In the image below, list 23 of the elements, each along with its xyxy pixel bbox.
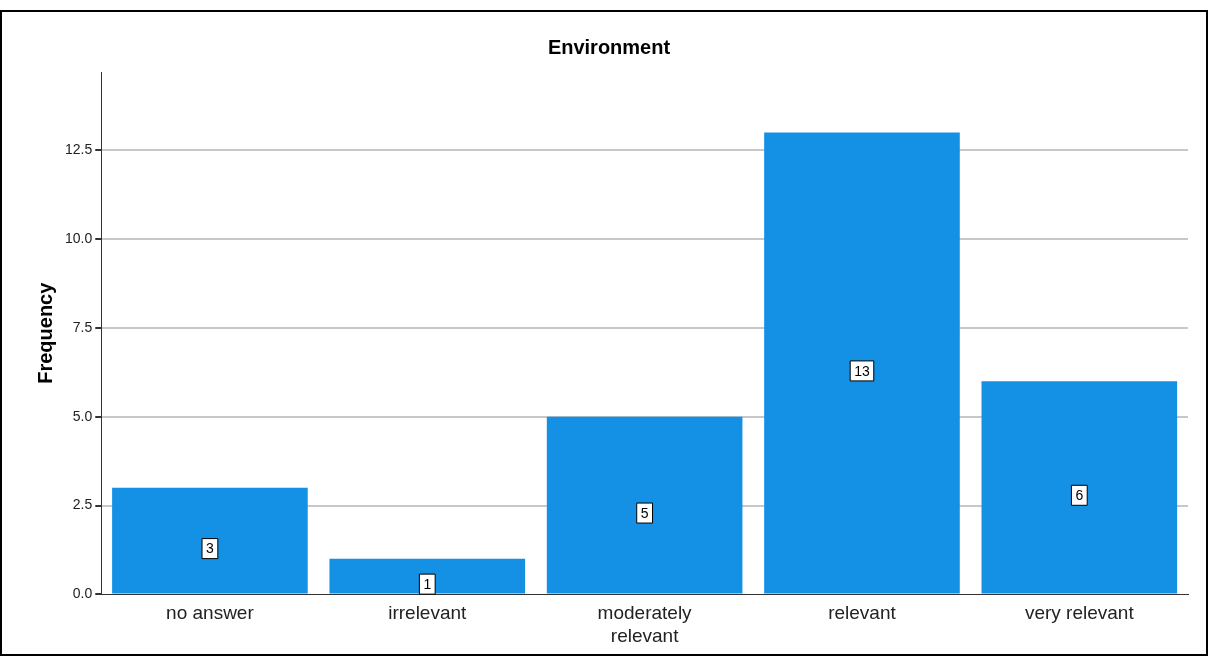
y-tick-label: 12.5 <box>65 141 93 158</box>
x-tick-label: relevant <box>828 602 897 624</box>
y-tick-label: 7.5 <box>72 318 93 335</box>
bar <box>329 558 526 594</box>
data-label: 6 <box>1075 487 1084 504</box>
bar <box>764 132 960 594</box>
y-tick-label: 10.0 <box>65 229 93 246</box>
chart-title: Environment <box>547 35 671 58</box>
bar <box>112 487 308 594</box>
y-tick-label: 0.0 <box>72 585 93 602</box>
bar <box>546 416 743 594</box>
y-axis-title: Frequency <box>33 281 56 384</box>
x-tick-label: very relevant <box>1024 602 1135 624</box>
y-tick-label: 5.0 <box>72 407 93 424</box>
y-tick-label: 2.5 <box>72 496 93 513</box>
data-label: 1 <box>423 575 432 592</box>
data-label: 13 <box>854 362 870 379</box>
x-tick-label: no answer <box>166 602 255 624</box>
x-tick-label: irrelevant <box>388 602 468 624</box>
data-label: 5 <box>640 504 649 521</box>
bar <box>981 381 1178 594</box>
data-label: 3 <box>206 540 215 557</box>
x-tick-label: moderately relevant <box>597 602 693 646</box>
